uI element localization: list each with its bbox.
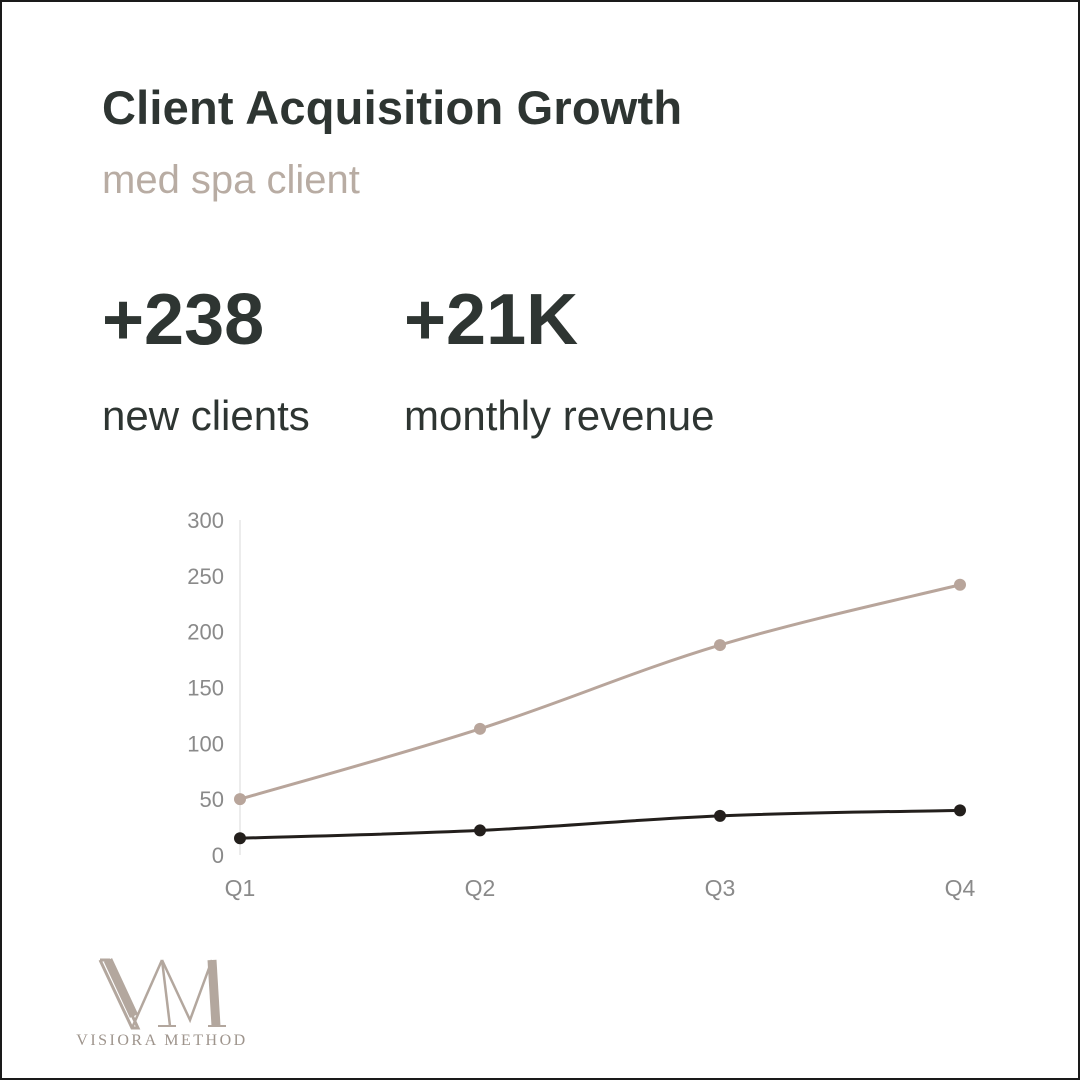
- y-tick-label: 50: [200, 787, 224, 812]
- y-tick-label: 300: [187, 508, 224, 533]
- data-point-dark: [234, 832, 246, 845]
- brand-name: VISIORA METHOD: [76, 1032, 248, 1049]
- y-tick-label: 100: [187, 731, 224, 756]
- data-point-dark: [954, 804, 966, 817]
- x-tick-label: Q1: [225, 875, 256, 901]
- data-point-light: [954, 578, 966, 591]
- x-tick-label: Q2: [465, 875, 496, 901]
- data-point-dark: [474, 824, 486, 837]
- stat-value: +21K: [404, 280, 579, 360]
- page-title: Client Acquisition Growth: [102, 81, 683, 134]
- stat-value: +238: [102, 280, 265, 360]
- data-point-dark: [714, 809, 726, 822]
- y-tick-label: 0: [212, 843, 224, 868]
- x-tick-label: Q4: [945, 875, 976, 901]
- stat-monthly-revenue: +21K monthly revenue: [404, 280, 715, 440]
- stat-label: new clients: [102, 392, 310, 439]
- brand-logo: VISIORA METHOD: [62, 954, 262, 1054]
- series-line-light: [239, 583, 961, 801]
- series-line-dark: [239, 808, 961, 840]
- stat-new-clients: +238 new clients: [102, 280, 310, 440]
- y-tick-label: 150: [187, 676, 224, 701]
- data-point-light: [234, 793, 246, 806]
- stat-label: monthly revenue: [404, 392, 715, 439]
- x-tick-label: Q3: [705, 875, 736, 901]
- data-point-light: [714, 639, 726, 652]
- y-tick-label: 200: [187, 620, 224, 645]
- y-tick-label: 250: [187, 564, 224, 589]
- page-subtitle: med spa client: [102, 158, 360, 202]
- data-point-light: [474, 722, 486, 735]
- vm-monogram-icon: [98, 958, 226, 1030]
